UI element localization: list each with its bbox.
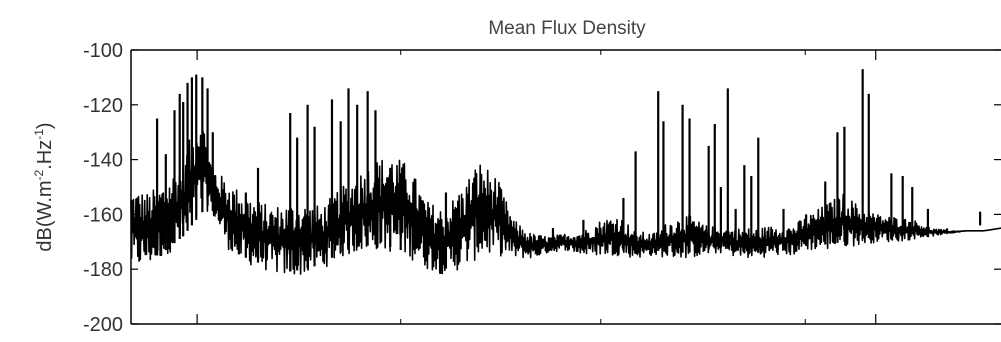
y-axis-label-exp1: -2: [32, 169, 46, 180]
y-tick-label: -100: [83, 40, 123, 62]
y-tick-label: -200: [83, 314, 123, 336]
y-axis-label-exp2: -1: [32, 129, 46, 140]
y-axis-label-prefix: dB(W.m: [34, 180, 56, 251]
y-tick-label: -180: [83, 259, 123, 281]
chart-title: Mean Flux Density: [488, 18, 646, 39]
y-axis-label: dB(W.m-2.Hz-1): [32, 122, 56, 251]
x-axis: [196, 50, 877, 324]
y-tick-label: -120: [83, 95, 123, 117]
y-axis-label-mid: .Hz: [34, 140, 56, 170]
y-axis: -100 -120 -140 -160 -180 -200: [83, 40, 1001, 336]
y-tick-label: -160: [83, 204, 123, 226]
series-line: [130, 130, 1001, 275]
plot-area: [130, 49, 1001, 325]
y-axis-label-suffix: ): [34, 122, 56, 129]
y-tick-label: -140: [83, 150, 123, 172]
series-layer: [130, 69, 1001, 275]
